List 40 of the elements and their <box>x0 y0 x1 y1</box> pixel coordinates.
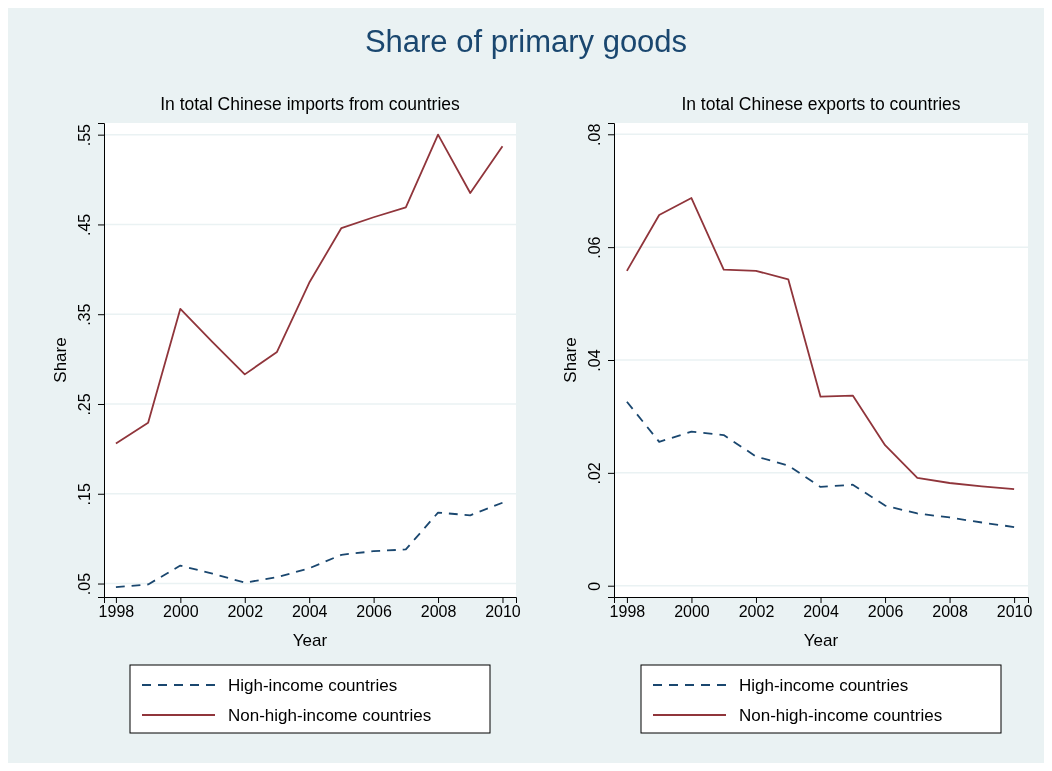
text: Share of primary goods <box>364 24 688 59</box>
y-tick-label: .45 <box>76 213 93 237</box>
x-tick-label: 2000 <box>163 603 199 621</box>
line-series <box>626 197 1016 491</box>
x-tick-label: 2002 <box>738 603 775 621</box>
chart-title: In total Chinese exports to countries <box>681 94 961 114</box>
x-axis-title: Year <box>803 631 839 650</box>
legend-label: Non-high-income countries <box>228 706 432 725</box>
legend-label: High-income countries <box>228 676 398 695</box>
x-tick-label: 2004 <box>291 603 328 621</box>
x-tick-label: 2004 <box>803 603 839 621</box>
line-series <box>115 501 504 589</box>
x-tick-label: 2010 <box>996 603 1033 621</box>
chart-title: In total Chinese imports from countries <box>160 94 461 114</box>
x-tick-label: 2000 <box>674 603 710 621</box>
line-series <box>115 133 504 445</box>
y-tick-label: .08 <box>586 123 603 146</box>
x-tick-label: 2006 <box>867 603 904 621</box>
legend-label: High-income countries <box>739 676 909 695</box>
y-tick-label: .35 <box>76 303 93 326</box>
x-tick-label: 1998 <box>98 603 135 621</box>
line-series <box>626 400 1016 528</box>
x-tick-label: 2008 <box>932 603 968 621</box>
x-tick-label: 2010 <box>485 603 521 621</box>
x-tick-label: 2006 <box>356 603 393 621</box>
y-axis-title: Share <box>561 337 580 383</box>
y-tick-label: .05 <box>76 572 93 596</box>
x-tick-label: 2008 <box>420 603 457 621</box>
y-tick-label: .06 <box>586 236 603 259</box>
y-tick-label: .15 <box>76 483 93 506</box>
y-tick-label: .55 <box>76 123 93 147</box>
y-tick-label: 0 <box>586 581 603 591</box>
y-tick-label: .04 <box>586 349 603 372</box>
x-tick-label: 1998 <box>609 603 646 621</box>
y-axis-title: Share <box>51 337 70 383</box>
legend-label: Non-high-income countries <box>739 706 943 725</box>
y-tick-label: .02 <box>586 462 603 485</box>
x-tick-label: 2002 <box>227 603 264 621</box>
x-axis-title: Year <box>292 631 328 650</box>
y-tick-label: .25 <box>76 393 93 416</box>
